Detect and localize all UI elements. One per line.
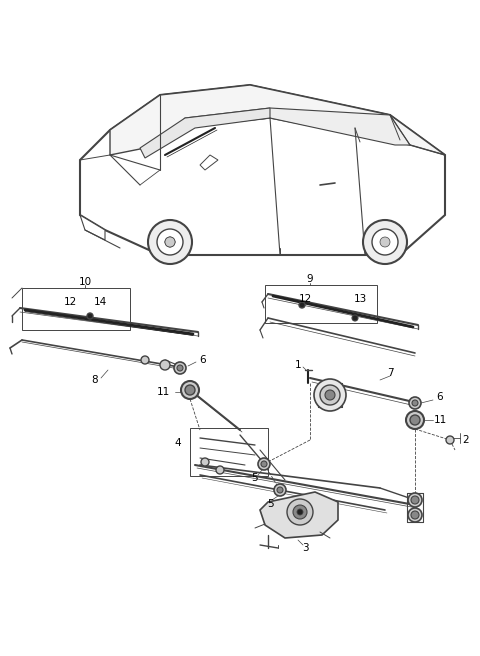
- Polygon shape: [80, 215, 105, 240]
- Text: 2: 2: [463, 435, 469, 445]
- Circle shape: [185, 385, 195, 395]
- Circle shape: [325, 390, 335, 400]
- Circle shape: [320, 385, 340, 405]
- Text: 6: 6: [437, 392, 444, 402]
- Circle shape: [372, 229, 398, 255]
- Circle shape: [277, 487, 283, 493]
- Bar: [22, 288, 130, 330]
- Circle shape: [408, 508, 422, 522]
- Text: 11: 11: [156, 387, 169, 397]
- Circle shape: [160, 360, 170, 370]
- Text: 3: 3: [302, 543, 308, 553]
- Circle shape: [274, 484, 286, 496]
- Circle shape: [261, 461, 267, 467]
- Circle shape: [446, 436, 454, 444]
- Circle shape: [299, 302, 305, 308]
- Bar: [190, 428, 268, 476]
- Circle shape: [314, 379, 346, 411]
- Text: 11: 11: [433, 415, 446, 425]
- Text: 6: 6: [200, 355, 206, 365]
- Circle shape: [258, 458, 270, 470]
- Text: 5: 5: [252, 473, 258, 483]
- Circle shape: [157, 229, 183, 255]
- Polygon shape: [140, 108, 270, 158]
- Circle shape: [216, 466, 224, 474]
- Circle shape: [408, 493, 422, 507]
- Circle shape: [141, 356, 149, 364]
- Circle shape: [406, 411, 424, 429]
- Text: 12: 12: [63, 297, 77, 307]
- Text: 7: 7: [387, 368, 393, 378]
- Circle shape: [165, 237, 175, 247]
- Circle shape: [293, 505, 307, 519]
- Circle shape: [87, 313, 93, 319]
- Text: 9: 9: [307, 274, 313, 284]
- Circle shape: [174, 362, 186, 374]
- Text: 10: 10: [78, 277, 92, 287]
- Polygon shape: [260, 492, 338, 538]
- Circle shape: [148, 220, 192, 264]
- Polygon shape: [110, 85, 445, 155]
- Circle shape: [201, 458, 209, 466]
- Polygon shape: [80, 85, 445, 255]
- Circle shape: [165, 237, 175, 247]
- Polygon shape: [200, 155, 218, 170]
- Circle shape: [287, 499, 313, 525]
- Circle shape: [411, 511, 419, 519]
- Text: 13: 13: [353, 294, 367, 304]
- Text: 1: 1: [295, 360, 301, 370]
- Circle shape: [297, 509, 303, 515]
- Circle shape: [409, 397, 421, 409]
- Text: 12: 12: [299, 294, 312, 304]
- Circle shape: [177, 365, 183, 371]
- Text: 8: 8: [92, 375, 98, 385]
- Circle shape: [181, 381, 199, 399]
- Text: 14: 14: [94, 297, 107, 307]
- Circle shape: [410, 415, 420, 425]
- Circle shape: [352, 315, 358, 321]
- Circle shape: [380, 237, 390, 247]
- Circle shape: [411, 496, 419, 504]
- Bar: [265, 285, 377, 323]
- Text: 5: 5: [267, 499, 273, 509]
- Text: 4: 4: [175, 438, 181, 448]
- Circle shape: [412, 400, 418, 406]
- Circle shape: [165, 237, 175, 247]
- Polygon shape: [175, 108, 410, 145]
- Circle shape: [363, 220, 407, 264]
